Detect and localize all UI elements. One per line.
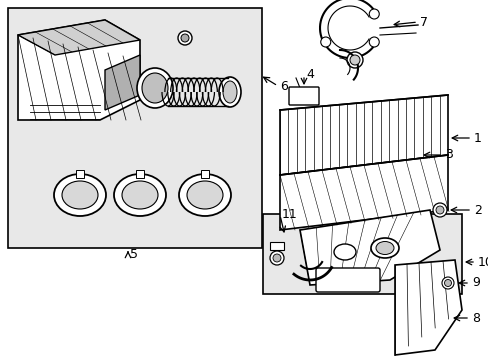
FancyBboxPatch shape: [315, 268, 379, 292]
Text: 8: 8: [471, 311, 479, 324]
Bar: [8, 8, 262, 248]
Ellipse shape: [219, 77, 241, 107]
Bar: [263, 214, 461, 294]
Circle shape: [435, 206, 443, 214]
Ellipse shape: [122, 181, 158, 209]
Text: 2: 2: [473, 203, 481, 216]
Polygon shape: [299, 210, 439, 285]
Bar: [269, 242, 284, 250]
Circle shape: [320, 37, 330, 47]
Text: 1: 1: [473, 131, 481, 144]
Ellipse shape: [137, 68, 173, 108]
Circle shape: [441, 277, 453, 289]
Text: 4: 4: [305, 68, 313, 81]
Circle shape: [368, 9, 379, 19]
Text: 6: 6: [280, 80, 287, 93]
Ellipse shape: [62, 181, 98, 209]
Circle shape: [272, 254, 281, 262]
Polygon shape: [394, 260, 461, 355]
Polygon shape: [18, 20, 140, 55]
Circle shape: [269, 251, 284, 265]
Circle shape: [432, 203, 446, 217]
Circle shape: [178, 31, 192, 45]
Text: 11: 11: [282, 208, 297, 221]
Text: 7: 7: [419, 15, 427, 28]
Polygon shape: [105, 55, 140, 110]
Bar: [201, 170, 208, 178]
Ellipse shape: [370, 238, 398, 258]
Ellipse shape: [179, 174, 230, 216]
Ellipse shape: [333, 244, 355, 260]
Ellipse shape: [223, 81, 237, 103]
Bar: [136, 170, 143, 178]
Ellipse shape: [114, 174, 165, 216]
Polygon shape: [18, 20, 140, 120]
Text: 5: 5: [130, 248, 138, 261]
FancyBboxPatch shape: [288, 87, 318, 105]
Bar: [76, 170, 84, 178]
Text: 9: 9: [471, 276, 479, 289]
Polygon shape: [280, 155, 447, 230]
Ellipse shape: [142, 73, 168, 103]
Text: 3: 3: [444, 148, 452, 162]
Circle shape: [346, 52, 362, 68]
Text: 10: 10: [477, 256, 488, 269]
Polygon shape: [280, 95, 447, 175]
Circle shape: [368, 37, 379, 47]
Circle shape: [181, 34, 189, 42]
Circle shape: [444, 279, 450, 287]
Circle shape: [349, 55, 359, 65]
Ellipse shape: [186, 181, 223, 209]
Ellipse shape: [375, 242, 393, 255]
Ellipse shape: [54, 174, 106, 216]
